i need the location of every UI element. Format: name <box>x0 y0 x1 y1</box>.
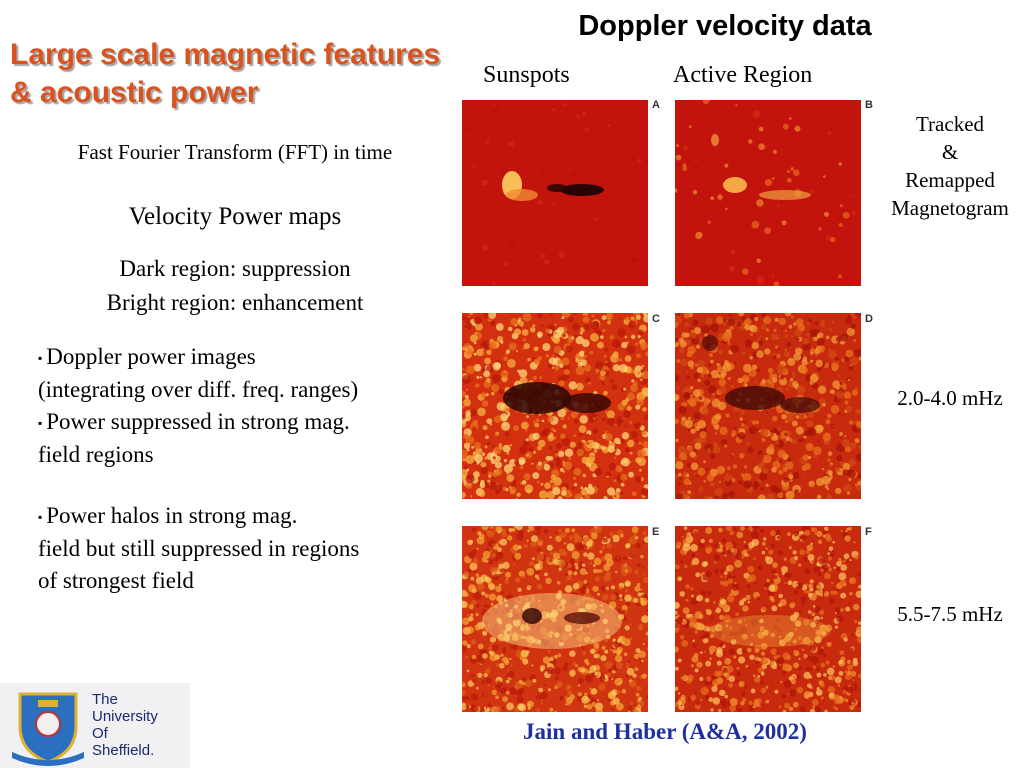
bullet-text: field but still suppressed in regions <box>38 536 360 562</box>
side-label-line: Remapped <box>905 168 995 192</box>
freq-label-high: 5.5-7.5 mHz <box>897 602 1003 626</box>
freq-label-low: 2.0-4.0 mHz <box>897 386 1003 410</box>
column-label-active-region: Active Region <box>673 62 813 88</box>
bullet-line: ▪ Doppler power images <box>38 341 448 374</box>
bullet-text: Doppler power images <box>46 344 256 369</box>
tracked-remapped-label: Tracked & Remapped Magnetogram <box>870 110 1024 222</box>
bullet-line: ▪ Power suppressed in strong mag. <box>38 406 448 439</box>
fft-text: Fast Fourier Transform (FFT) in time <box>77 140 393 164</box>
panel-letter-e: E <box>652 526 660 538</box>
velocity-power-maps: Velocity Power maps <box>128 203 342 230</box>
panel-letter-d: D <box>865 313 873 325</box>
bullet-line: field but still suppressed in regions <box>38 533 448 565</box>
citation: Jain and Haber (A&A, 2002) <box>523 719 807 744</box>
bullet-line: ▪ Power halos in strong mag. <box>38 500 448 533</box>
bullet-block-1: ▪ Doppler power images (integrating over … <box>38 341 448 471</box>
logo-line: University <box>92 708 158 725</box>
shield-crest-icon <box>12 692 84 766</box>
magnetogram-sunspots-image <box>462 100 648 286</box>
panel-letter-f: F <box>865 526 872 538</box>
bullet-block-2: ▪ Power halos in strong mag. field but st… <box>38 500 448 596</box>
bullet-text: Power suppressed in strong mag. <box>46 408 350 434</box>
bullet-text: of strongest field <box>38 567 194 593</box>
column-label-sunspots: Sunspots <box>483 62 570 88</box>
side-label-line: Tracked <box>915 112 985 136</box>
power-high-active-region-image <box>675 526 861 712</box>
bullet-text: (integrating over diff. freq. ranges) <box>38 377 359 403</box>
bullet-icon: ▪ <box>38 509 43 524</box>
logo-line: The <box>92 691 118 708</box>
doppler-title: Doppler velocity data <box>578 10 872 42</box>
logo-text: The University Of Sheffield. <box>92 691 158 759</box>
bullet-text: field regions <box>38 442 154 468</box>
logo-line: Of <box>92 725 108 742</box>
bullet-text: Power halos in strong mag. <box>46 503 298 528</box>
panel-letter-a: A <box>652 99 660 111</box>
bright-region-text: Bright region: enhancement <box>106 290 364 315</box>
bullet-line: field regions <box>38 439 448 471</box>
bullet-icon: ▪ <box>38 350 43 365</box>
slide-title: Large scale magnetic features & acoustic… <box>10 38 441 109</box>
panel-letter-c: C <box>652 313 660 325</box>
power-high-sunspots-image <box>462 526 648 712</box>
dark-region-text: Dark region: suppression <box>119 256 351 281</box>
bullet-line: of strongest field <box>38 565 448 597</box>
side-label-line: Magnetogram <box>891 196 1009 220</box>
power-low-active-region-image <box>675 313 861 499</box>
panel-letter-b: B <box>865 99 873 111</box>
power-low-sunspots-image <box>462 313 648 499</box>
logo-line: Sheffield. <box>92 742 155 759</box>
bullet-icon: ▪ <box>38 415 43 430</box>
magnetogram-active-region-image <box>675 100 861 286</box>
side-label-line: & <box>941 140 959 164</box>
bullet-line: (integrating over diff. freq. ranges) <box>38 374 448 406</box>
university-logo: The University Of Sheffield. <box>0 683 190 768</box>
